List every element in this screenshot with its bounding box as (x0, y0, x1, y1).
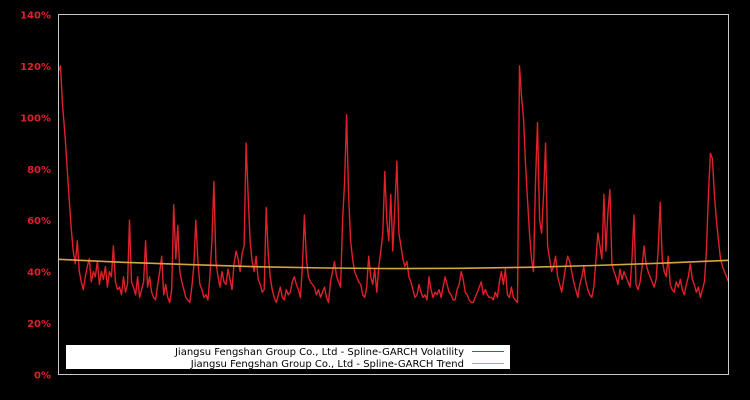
y-tick-label: 120% (20, 62, 51, 73)
y-axis: 0% 20% 40% 60% 80% 100% 120% 140% (20, 11, 51, 382)
y-tick-label: 60% (27, 216, 51, 227)
plot-area (57, 65, 730, 304)
legend-label-trend: Jiangsu Fengshan Group Co., Ltd - Spline… (190, 359, 464, 370)
legend-box (66, 345, 510, 369)
legend: Jiangsu Fengshan Group Co., Ltd - Spline… (66, 345, 510, 370)
trend-line (58, 258, 729, 270)
y-tick-label: 80% (27, 165, 51, 176)
y-tick-label: 140% (20, 11, 51, 22)
legend-label-volatility: Jiangsu Fengshan Group Co., Ltd - Spline… (174, 347, 464, 358)
y-tick-label: 100% (20, 113, 51, 124)
y-tick-label: 0% (34, 371, 51, 382)
y-tick-label: 40% (27, 268, 51, 279)
y-tick-label: 20% (27, 319, 51, 330)
plot-frame (58, 14, 729, 375)
volatility-line (57, 65, 730, 304)
